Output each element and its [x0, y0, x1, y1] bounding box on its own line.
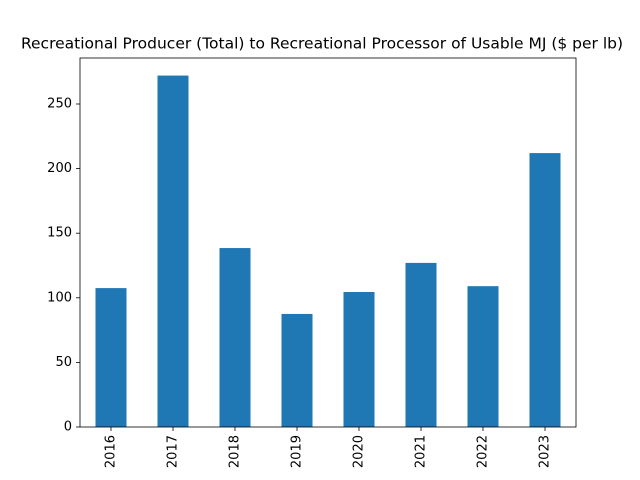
y-tick-label: 100: [47, 290, 72, 305]
bar: [343, 291, 375, 427]
bar: [405, 262, 437, 427]
x-tick-label: 2022: [476, 435, 491, 468]
y-tick-label: 250: [47, 96, 72, 111]
bar: [529, 153, 561, 427]
y-tick-label: 50: [55, 355, 72, 370]
bar: [157, 75, 189, 428]
bar: [467, 286, 499, 427]
y-tick-label: 200: [47, 161, 72, 176]
x-tick-label: 2016: [104, 435, 119, 468]
x-tick-label: 2018: [228, 435, 243, 468]
plot-frame: [79, 57, 577, 428]
bar: [95, 288, 127, 427]
chart-title: Recreational Producer (Total) to Recreat…: [21, 35, 623, 53]
bar: [219, 248, 251, 427]
y-tick-label: 150: [47, 226, 72, 241]
bar: [281, 313, 313, 427]
x-tick-label: 2023: [538, 435, 553, 468]
y-tick-label: 0: [64, 420, 72, 435]
x-tick-label: 2021: [414, 435, 429, 468]
x-tick-label: 2017: [166, 435, 181, 468]
x-tick-label: 2020: [352, 435, 367, 468]
x-tick-label: 2019: [290, 435, 305, 468]
